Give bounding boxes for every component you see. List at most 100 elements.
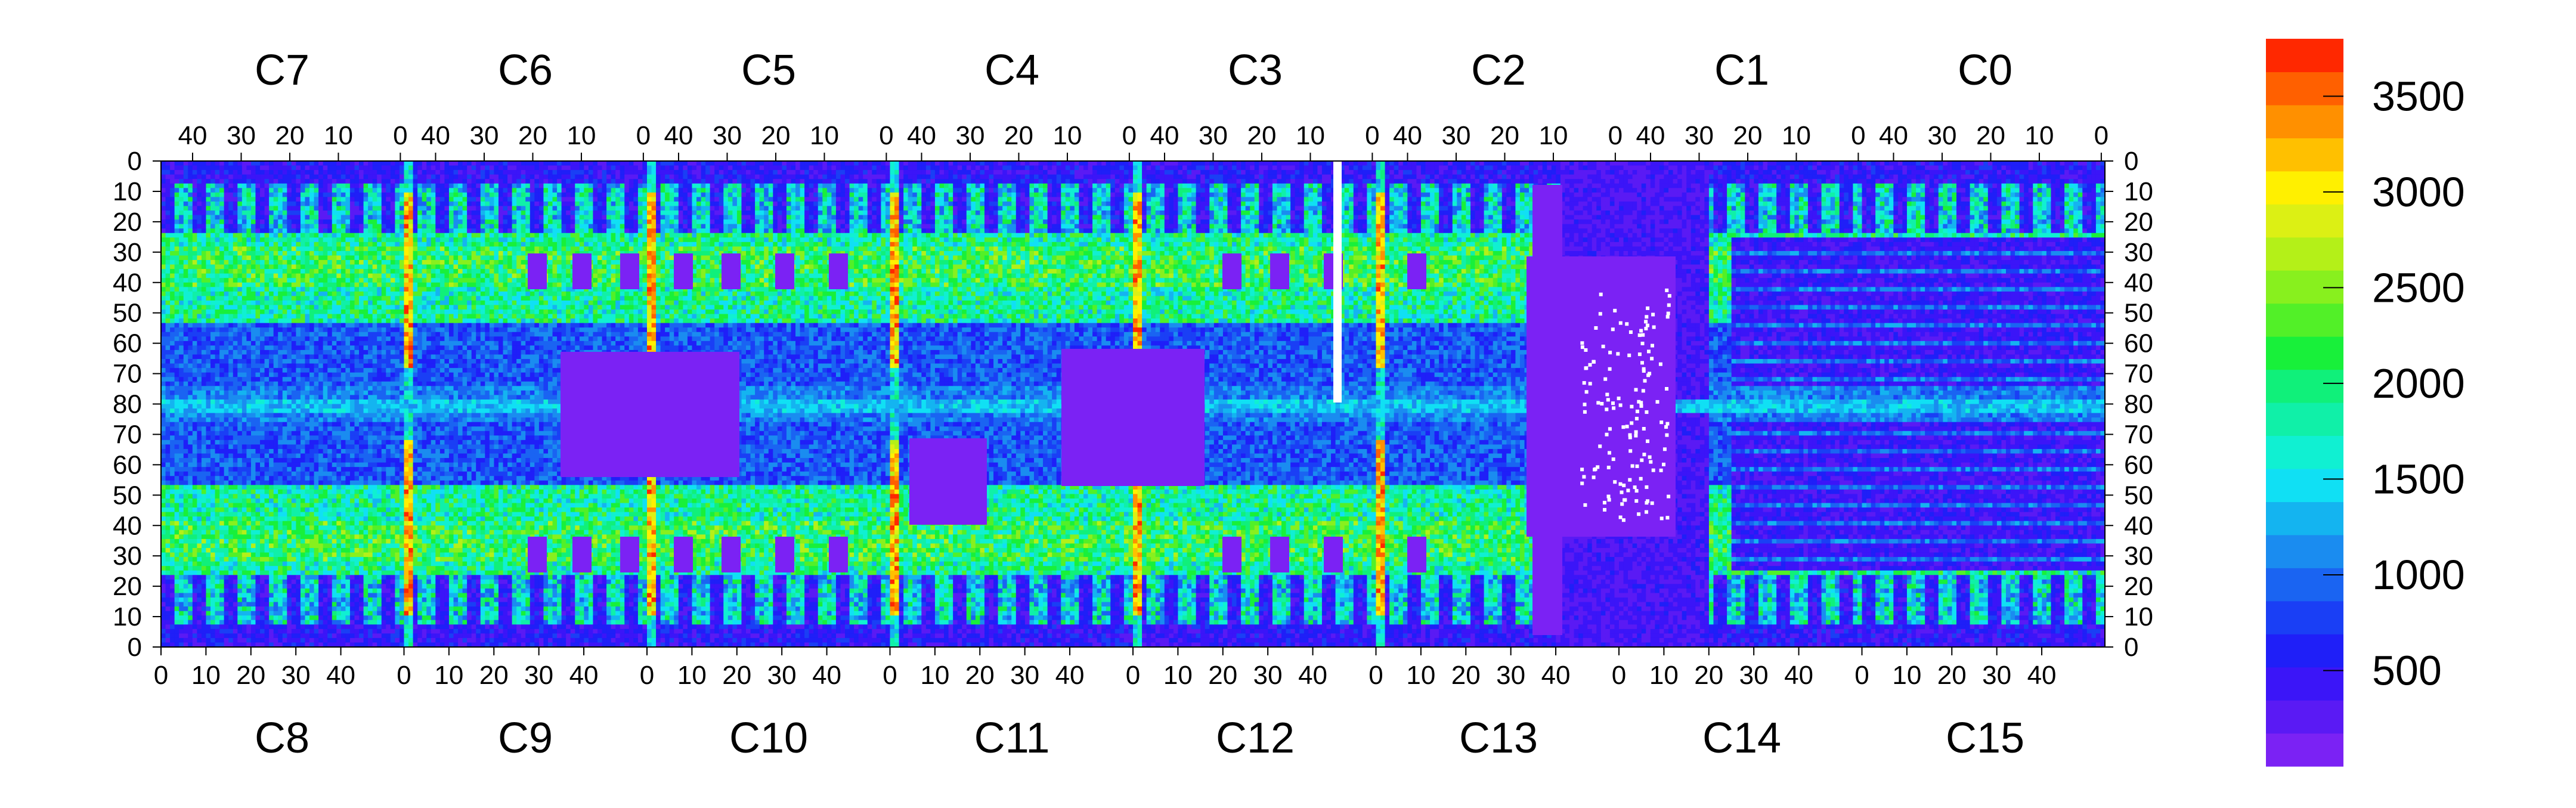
- heatmap-cell: [278, 557, 283, 562]
- heatmap-cell: [278, 481, 283, 485]
- heatmap-cell: [260, 400, 265, 404]
- heatmap-cell: [309, 305, 314, 309]
- heatmap-cell: [260, 228, 265, 233]
- heatmap-cell: [274, 184, 278, 188]
- heatmap-cell: [274, 210, 278, 215]
- heatmap-cell: [318, 265, 323, 270]
- heatmap-cell: [255, 611, 260, 616]
- heatmap-cell: [215, 305, 220, 309]
- heatmap-cell: [184, 435, 188, 440]
- heatmap-cell: [215, 431, 220, 436]
- heatmap-cell: [296, 184, 301, 188]
- heatmap-cell: [305, 507, 309, 512]
- heatmap-cell: [215, 323, 220, 328]
- heatmap-cell: [170, 314, 175, 319]
- heatmap-cell: [265, 422, 270, 427]
- heatmap-cell: [219, 197, 224, 202]
- heatmap-cell: [265, 323, 270, 328]
- heatmap-cell: [197, 571, 202, 575]
- heatmap-cell: [166, 318, 171, 323]
- heatmap-cell: [296, 580, 301, 584]
- heatmap-cell: [237, 521, 242, 526]
- heatmap-cell: [228, 296, 233, 301]
- heatmap-cell: [161, 400, 166, 404]
- heatmap-cell: [210, 400, 215, 404]
- heatmap-cell: [305, 530, 309, 535]
- heatmap-cell: [287, 350, 292, 355]
- heatmap-cell: [161, 417, 166, 422]
- heatmap-cell: [161, 179, 166, 184]
- heatmap-cell: [175, 408, 179, 413]
- heatmap-cell: [228, 539, 233, 544]
- heatmap-cell: [193, 283, 197, 287]
- heatmap-cell: [237, 539, 242, 544]
- heatmap-cell: [242, 571, 247, 575]
- heatmap-cell: [166, 629, 171, 634]
- heatmap-cell: [228, 197, 233, 202]
- heatmap-cell: [228, 373, 233, 377]
- heatmap-cell: [206, 309, 210, 314]
- heatmap-cell: [224, 485, 229, 490]
- heatmap-cell: [188, 521, 193, 526]
- heatmap-cell: [215, 481, 220, 485]
- heatmap-cell: [237, 611, 242, 616]
- heatmap-cell: [175, 444, 179, 449]
- heatmap-cell: [260, 296, 265, 301]
- heatmap-cell: [242, 602, 247, 607]
- heatmap-cell: [193, 184, 197, 188]
- heatmap-cell: [292, 467, 296, 472]
- heatmap-cell: [233, 175, 238, 179]
- heatmap-cell: [179, 237, 184, 242]
- heatmap-cell: [206, 598, 210, 602]
- heatmap-cell: [170, 242, 175, 247]
- heatmap-cell: [296, 296, 301, 301]
- heatmap-cell: [193, 404, 197, 409]
- heatmap-cell: [287, 364, 292, 369]
- heatmap-cell: [228, 426, 233, 431]
- heatmap-cell: [188, 323, 193, 328]
- heatmap-cell: [228, 454, 233, 459]
- heatmap-cell: [265, 472, 270, 476]
- heatmap-cell: [193, 507, 197, 512]
- heatmap-cell: [184, 431, 188, 436]
- heatmap-cell: [175, 620, 179, 625]
- heatmap-cell: [197, 633, 202, 638]
- heatmap-cell: [323, 386, 328, 391]
- heatmap-cell: [265, 606, 270, 611]
- heatmap-cell: [210, 246, 215, 251]
- heatmap-cell: [255, 269, 260, 274]
- heatmap-cell: [215, 314, 220, 319]
- heatmap-cell: [287, 408, 292, 413]
- heatmap-cell: [184, 566, 188, 571]
- heatmap-cell: [255, 377, 260, 382]
- heatmap-cell: [161, 292, 166, 296]
- heatmap-cell: [260, 481, 265, 485]
- heatmap-cell: [314, 354, 319, 359]
- heatmap-cell: [292, 368, 296, 373]
- heatmap-cell: [260, 373, 265, 377]
- heatmap-cell: [179, 426, 184, 431]
- heatmap-cell: [219, 615, 224, 620]
- heatmap-cell: [224, 341, 229, 346]
- heatmap-cell: [287, 629, 292, 634]
- heatmap-cell: [184, 350, 188, 355]
- heatmap-cell: [166, 589, 171, 593]
- heatmap-cell: [170, 431, 175, 436]
- heatmap-cell: [251, 305, 256, 309]
- heatmap-cell: [237, 354, 242, 359]
- heatmap-cell: [323, 620, 328, 625]
- heatmap-cell: [197, 444, 202, 449]
- heatmap-cell: [301, 386, 305, 391]
- heatmap-cell: [269, 278, 274, 283]
- heatmap-cell: [219, 481, 224, 485]
- heatmap-cell: [219, 598, 224, 602]
- heatmap-cell: [228, 242, 233, 247]
- heatmap-cell: [210, 494, 215, 499]
- heatmap-cell: [283, 521, 287, 526]
- heatmap-cell: [296, 417, 301, 422]
- heatmap-cell: [233, 166, 238, 171]
- heatmap-cell: [197, 539, 202, 544]
- heatmap-cell: [206, 580, 210, 584]
- heatmap-cell: [170, 175, 175, 179]
- heatmap-cell: [278, 364, 283, 369]
